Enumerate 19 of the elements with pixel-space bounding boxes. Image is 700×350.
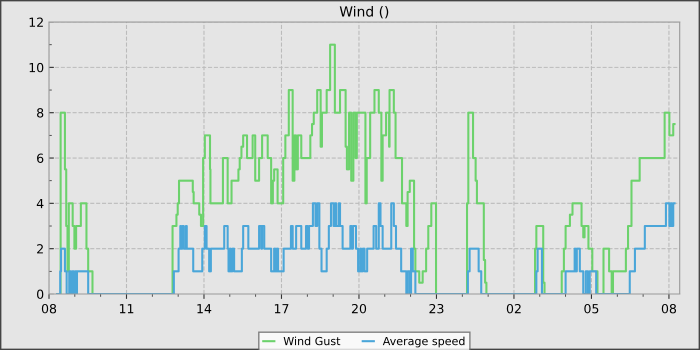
legend-label: Wind Gust	[284, 336, 340, 346]
y-tick-label: 12	[30, 18, 43, 27]
x-tick-label: 05	[584, 304, 598, 314]
x-tick-label: 23	[429, 304, 444, 314]
x-tick-label: 14	[197, 304, 212, 314]
x-tick-label: 20	[352, 304, 366, 314]
y-tick-label: 2	[37, 244, 43, 254]
legend-label: Average speed	[382, 336, 464, 348]
chart-title: Wind ()	[340, 6, 388, 18]
y-tick-label: 4	[36, 198, 44, 208]
x-tick-label: 11	[120, 304, 134, 314]
x-tick-label: 02	[506, 304, 521, 314]
x-tick-label: 08	[662, 304, 676, 314]
x-tick-label: 08	[42, 304, 56, 314]
y-tick-label: 8	[37, 108, 44, 118]
x-tick-label: 17	[274, 304, 288, 314]
y-tick-label: 10	[30, 62, 44, 72]
y-tick-label: 6	[37, 153, 44, 163]
y-tick-label: 0	[37, 289, 44, 299]
